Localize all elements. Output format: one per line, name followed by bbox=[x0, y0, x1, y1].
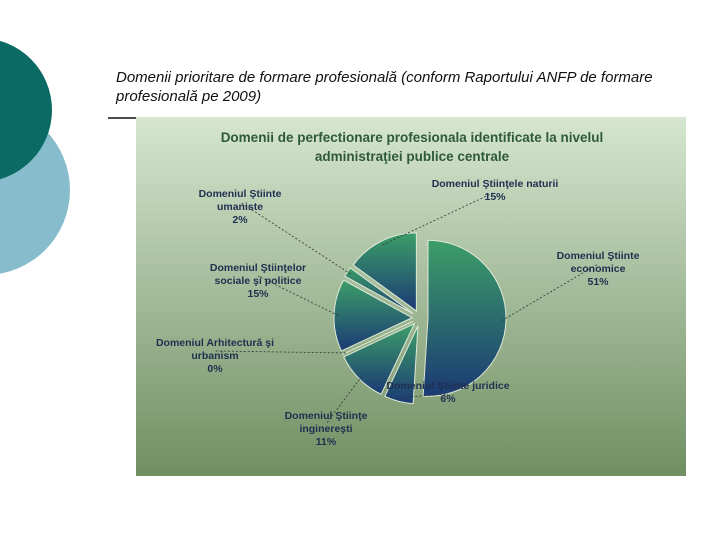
category-label: Domeniul Ştiinţele naturii bbox=[431, 178, 559, 190]
value-label: 6% bbox=[440, 393, 456, 405]
leader-line bbox=[399, 393, 449, 398]
value-label: 15% bbox=[247, 288, 269, 300]
slice-label: Domeniul Ştiinţelor sociale şi politice 1… bbox=[193, 262, 323, 301]
leader-line bbox=[257, 275, 339, 316]
pie-slice bbox=[341, 320, 413, 356]
pie bbox=[214, 191, 599, 425]
leader-line bbox=[325, 375, 363, 425]
pie-slice bbox=[422, 239, 507, 397]
category-label: Domeniul Ştiinţe inginereşti bbox=[284, 410, 368, 435]
value-label: 0% bbox=[207, 363, 223, 375]
value-label: 51% bbox=[587, 276, 609, 288]
pie-slice bbox=[352, 232, 417, 312]
slide-title: Domenii prioritare de formare profesiona… bbox=[116, 69, 653, 105]
category-label: Domeniul Ştiinte juridice bbox=[386, 380, 510, 392]
category-label: Domeniul Ştiinte umaniste bbox=[198, 188, 282, 213]
pie-slice bbox=[384, 325, 419, 405]
decor-circle bbox=[0, 40, 52, 180]
value-label: 2% bbox=[232, 214, 248, 226]
leader-line bbox=[501, 263, 599, 321]
slice-label: Domeniul Ştiinte juridice 6% bbox=[383, 380, 513, 406]
slice-label: Domeniul Arhitectură şi urbanism 0% bbox=[150, 337, 280, 376]
value-label: 15% bbox=[484, 191, 506, 203]
leader-line bbox=[382, 191, 496, 246]
slice-label: Domeniul Ştiinţele naturii 15% bbox=[430, 178, 560, 204]
pie-slice bbox=[333, 279, 414, 352]
slice-label: Domeniul Ştiinte economice 51% bbox=[533, 250, 663, 289]
category-label: Domeniul Arhitectură şi urbanism bbox=[155, 337, 275, 362]
pie-slice bbox=[344, 267, 414, 315]
slice-label: Domeniul Ştiinţe inginereşti 11% bbox=[261, 410, 391, 449]
category-label: Domeniul Ştiinţelor sociale şi politice bbox=[209, 262, 307, 287]
value-label: 11% bbox=[315, 436, 337, 448]
chart-title: Domenii de perfectionare profesionala id… bbox=[220, 130, 604, 164]
slice-label: Domeniul Ştiinte umaniste 2% bbox=[175, 188, 305, 227]
leader-line bbox=[214, 350, 346, 354]
category-label: Domeniul Ştiinte economice bbox=[556, 250, 640, 275]
chart-title-box: Domenii de perfectionare profesionala id… bbox=[220, 130, 604, 164]
